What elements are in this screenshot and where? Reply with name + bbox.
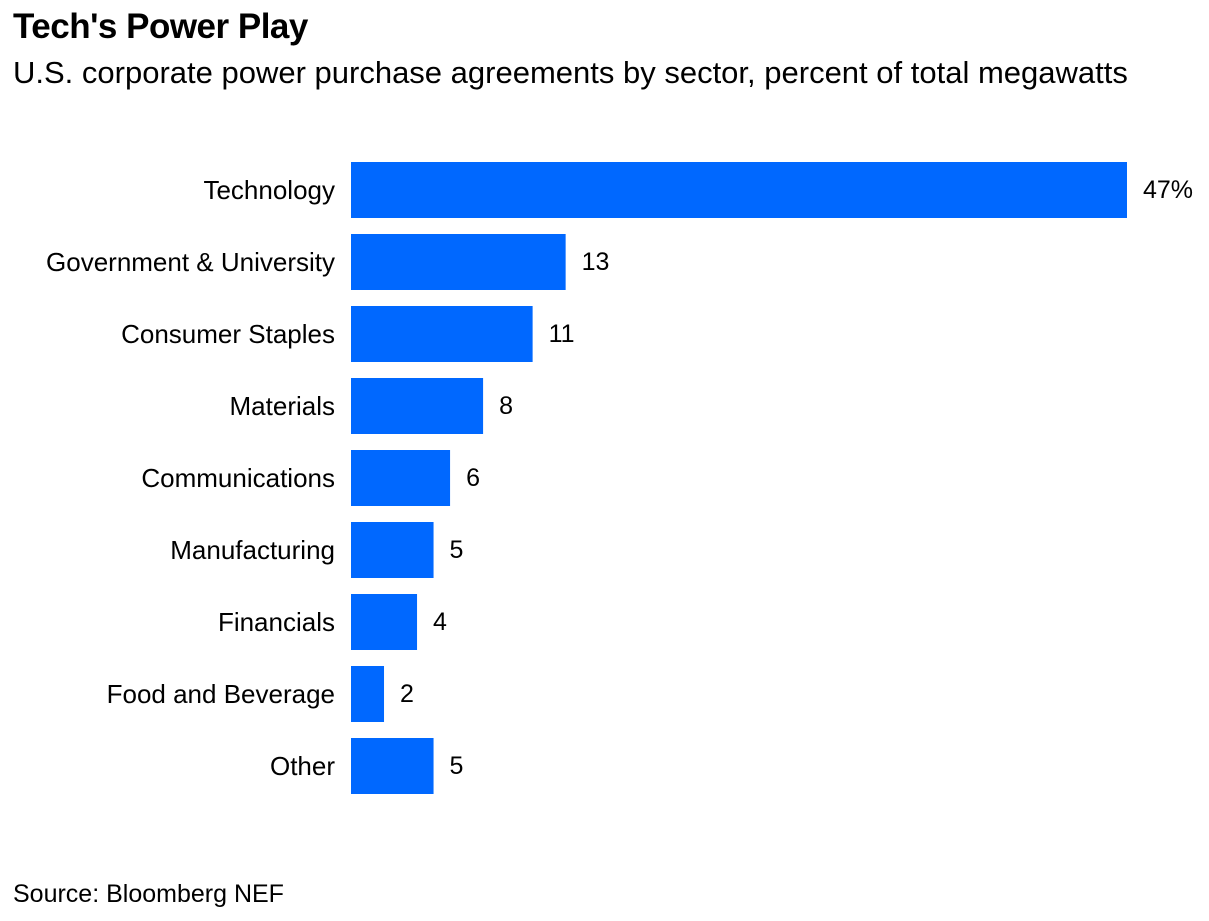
- category-label: Materials: [230, 391, 335, 421]
- value-label: 11: [549, 320, 575, 348]
- chart-subtitle: U.S. corporate power purchase agreements…: [13, 55, 1128, 90]
- bar-row: Government & University 13: [46, 234, 609, 290]
- category-label: Government & University: [46, 247, 335, 277]
- bar: [351, 666, 385, 722]
- bar: [351, 378, 484, 434]
- value-label: 2: [400, 680, 414, 708]
- category-label: Consumer Staples: [121, 319, 335, 349]
- value-label: 5: [450, 752, 464, 780]
- value-label: 4: [433, 608, 447, 636]
- value-label: 8: [499, 392, 513, 420]
- category-label: Communications: [141, 463, 335, 493]
- category-label: Technology: [203, 175, 335, 205]
- bar: [351, 162, 1127, 218]
- category-label: Food and Beverage: [107, 679, 335, 709]
- bar: [351, 234, 566, 290]
- bar-row: Manufacturing 5: [170, 522, 463, 578]
- bar-row: Other 5: [270, 738, 463, 794]
- category-label: Financials: [218, 607, 335, 637]
- source-note: Source: Bloomberg NEF: [13, 880, 284, 908]
- bar-row: Technology 47%: [203, 162, 1193, 218]
- value-label: 13: [582, 248, 610, 276]
- category-label: Manufacturing: [170, 535, 335, 565]
- value-label: 47%: [1143, 176, 1193, 204]
- bar: [351, 522, 434, 578]
- bar-row: Materials 8: [230, 378, 513, 434]
- bar: [351, 594, 418, 650]
- value-label: 6: [466, 464, 480, 492]
- bar: [351, 306, 533, 362]
- bar-row: Food and Beverage 2: [107, 666, 414, 722]
- bar-row: Communications 6: [141, 450, 480, 506]
- bar-chart: Technology 47% Government & University 13 Co…: [46, 162, 1193, 794]
- category-label: Other: [270, 751, 335, 781]
- bar-row: Financials 4: [218, 594, 447, 650]
- bar: [351, 738, 434, 794]
- bar: [351, 450, 451, 506]
- chart-title: Tech's Power Play: [13, 7, 308, 46]
- value-label: 5: [450, 536, 464, 564]
- bar-row: Consumer Staples 11: [121, 306, 575, 362]
